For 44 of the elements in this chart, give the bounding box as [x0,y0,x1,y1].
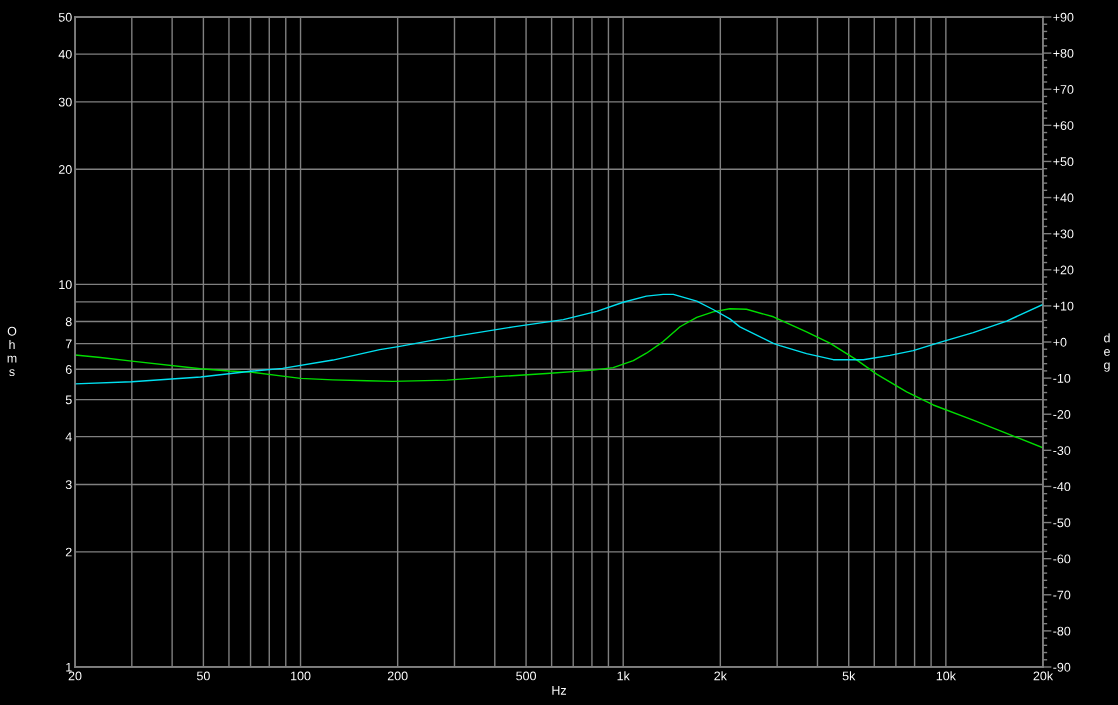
y-tick-label: 8 [65,317,72,327]
y-tick-label: 1 [66,662,72,672]
y2-tick-label: +10 [1053,301,1074,311]
y2-tick-label: -60 [1053,554,1071,564]
y2-tick-label: -40 [1053,482,1071,492]
y-tick-label: 3 [65,480,72,490]
y-tick-label: 2 [65,547,72,557]
y2-tick-label: +60 [1053,121,1074,130]
x-tick-label: 2k [714,671,727,681]
x-tick-label: 200 [387,671,408,681]
y2-axis-title: deg [1104,333,1110,372]
y-axis-title: Ohms [7,326,17,377]
y-tick-label: 20 [58,165,72,174]
y-tick-label: 10 [59,280,72,290]
y2-tick-label: +70 [1053,85,1074,94]
y2-tick-label: +20 [1053,265,1074,275]
x-axis-title: Hz [552,686,567,695]
y-tick-label: 4 [65,432,72,442]
x-tick-label: 1k [617,671,630,681]
x-tick-label: 10k [936,671,956,681]
y2-tick-label: +30 [1053,229,1074,239]
y2-tick-label: -90 [1053,662,1071,672]
y-tick-label: 50 [58,12,72,22]
y2-tick-label: -20 [1053,410,1071,419]
y2-tick-label: -80 [1053,626,1071,636]
y-tick-label: 5 [65,395,72,405]
x-tick-label: 500 [516,671,537,681]
y2-tick-label: +80 [1053,48,1074,58]
y2-tick-label: -10 [1053,373,1071,383]
y2-tick-label: -50 [1053,518,1071,528]
y-tick-label: 40 [58,49,72,59]
y-tick-label: 6 [65,365,72,374]
y2-tick-label: +0 [1053,337,1067,347]
y2-tick-label: +90 [1053,12,1074,22]
x-tick-label: 5k [842,671,856,681]
x-tick-label: 20k [1033,671,1054,681]
y2-tick-label: -70 [1053,590,1071,600]
y2-tick-label: +50 [1053,157,1074,167]
y-tick-label: 30 [58,97,72,107]
y2-tick-label: -30 [1053,446,1071,455]
x-tick-label: 50 [196,671,210,681]
y-tick-label: 7 [65,339,72,349]
y2-tick-label: +40 [1053,193,1074,203]
x-tick-label: 100 [291,671,311,681]
